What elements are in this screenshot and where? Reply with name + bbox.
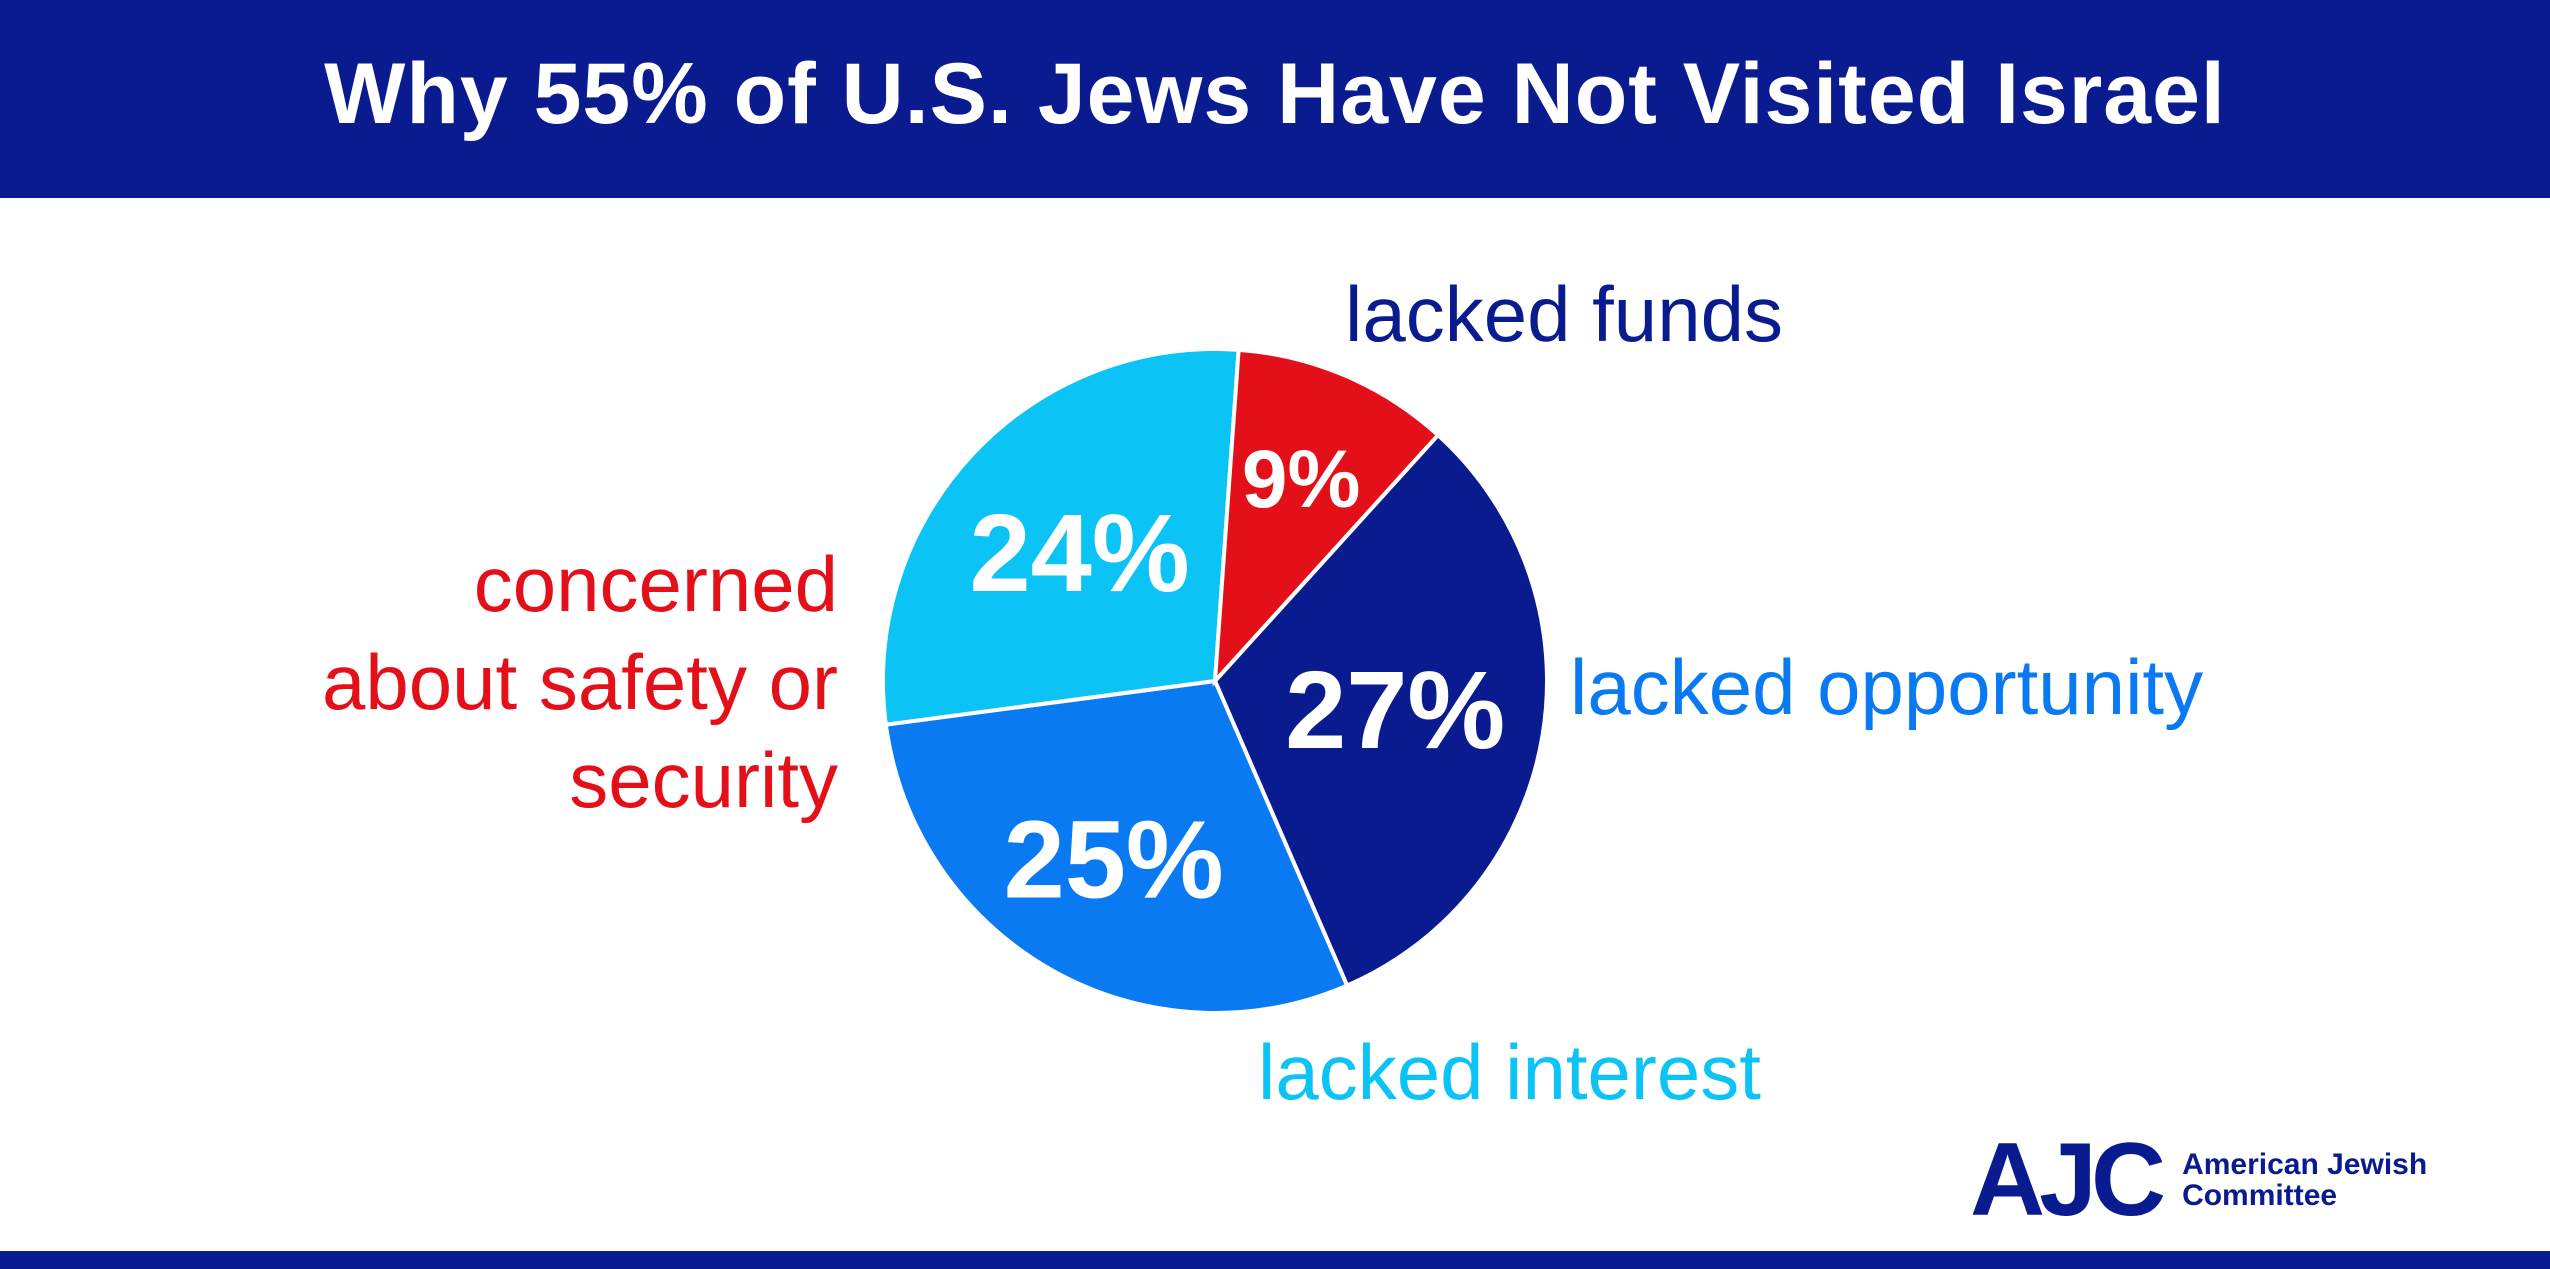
ajc-logo: AJC American Jewish Committee (1970, 1122, 2428, 1238)
logo-wordmark: American Jewish Committee (2182, 1147, 2428, 1212)
category-label-lacked-opportunity: lacked opportunity (1570, 643, 2204, 731)
logo-line-2: Committee (2182, 1179, 2338, 1212)
pie-slice-lacked-funds (1212, 432, 1549, 989)
pie-slice-lacked-interest (881, 347, 1241, 727)
category-label-lacked-interest: lacked interest (1258, 1028, 1761, 1116)
logo-mark: AJC (1970, 1122, 2166, 1238)
bottom-bar (0, 1251, 2550, 1269)
pie-slice-concerned-about (1212, 347, 1441, 687)
value-label-9-percent: 9% (1242, 434, 1361, 525)
value-label-24-percent: 24% (970, 492, 1190, 615)
value-label-25-percent: 25% (1004, 799, 1224, 922)
category-label-lacked-funds: lacked funds (1345, 270, 1783, 358)
value-label-27-percent: 27% (1285, 649, 1505, 772)
logo-line-1: American Jewish (2182, 1147, 2428, 1181)
category-label-concerned-about-safety: concerned about safety or security (322, 540, 838, 824)
title-banner: Why 55% of U.S. Jews Have Not Visited Is… (0, 0, 2550, 198)
pie-slice-lacked-opportunity (883, 678, 1350, 1015)
chart-title: Why 55% of U.S. Jews Have Not Visited Is… (324, 45, 2226, 142)
